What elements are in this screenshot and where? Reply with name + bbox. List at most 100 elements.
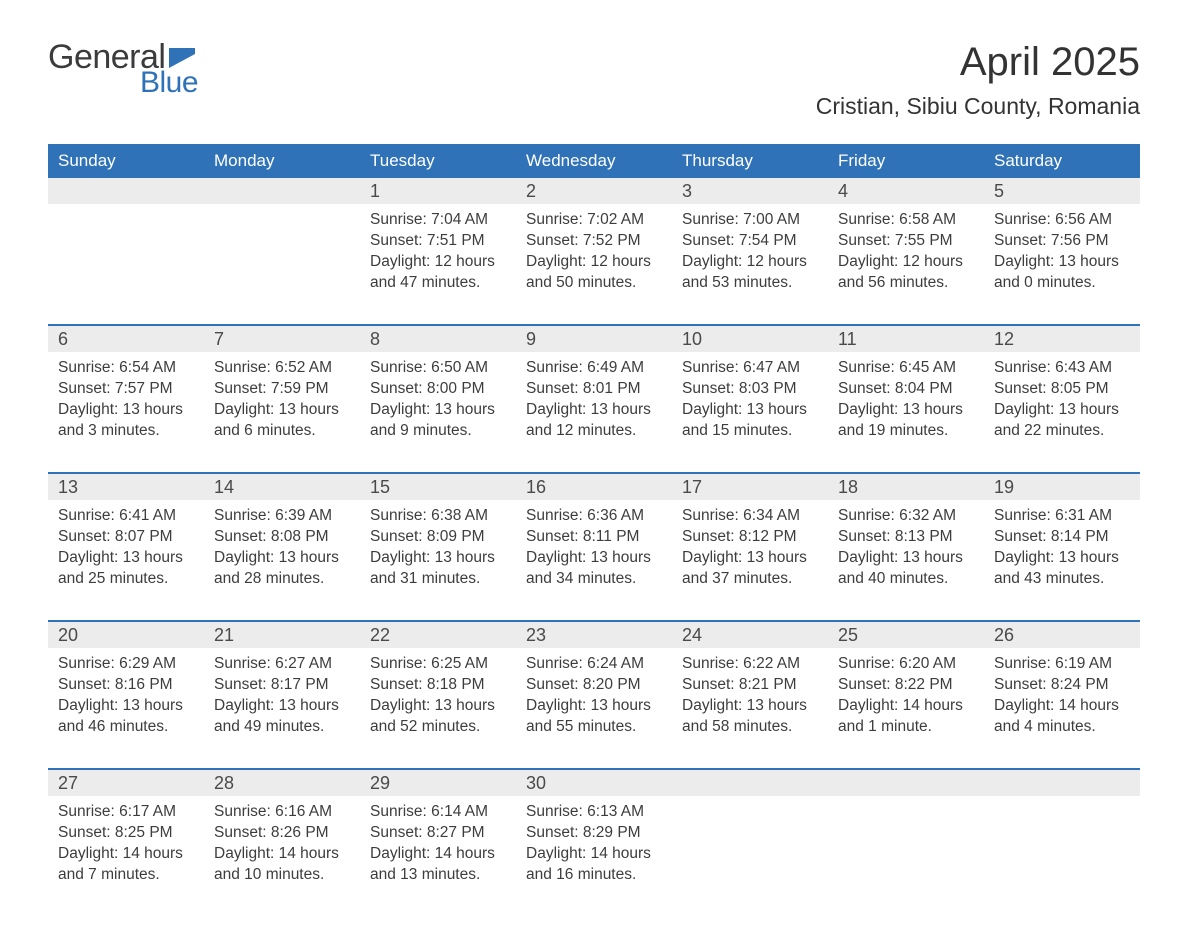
daynum-row: 6789101112 <box>48 326 1140 352</box>
day-number: 20 <box>48 622 204 648</box>
day-number: 12 <box>984 326 1140 352</box>
sunset-text: Sunset: 8:08 PM <box>214 527 350 548</box>
sunrise-text: Sunrise: 6:17 AM <box>58 802 194 823</box>
day-cell <box>672 796 828 908</box>
day-number <box>984 770 1140 796</box>
daylight-text: Daylight: 13 hours and 31 minutes. <box>370 548 506 590</box>
weekday-label: Monday <box>204 144 360 178</box>
sunset-text: Sunset: 8:00 PM <box>370 379 506 400</box>
sunrise-text: Sunrise: 6:41 AM <box>58 506 194 527</box>
sunrise-text: Sunrise: 6:39 AM <box>214 506 350 527</box>
weekday-label: Wednesday <box>516 144 672 178</box>
sunrise-text: Sunrise: 6:20 AM <box>838 654 974 675</box>
day-number: 15 <box>360 474 516 500</box>
day-cell <box>48 204 204 316</box>
day-cell: Sunrise: 6:25 AMSunset: 8:18 PMDaylight:… <box>360 648 516 760</box>
day-number: 17 <box>672 474 828 500</box>
day-cell: Sunrise: 6:13 AMSunset: 8:29 PMDaylight:… <box>516 796 672 908</box>
daylight-text: Daylight: 13 hours and 37 minutes. <box>682 548 818 590</box>
content-row: Sunrise: 6:17 AMSunset: 8:25 PMDaylight:… <box>48 796 1140 908</box>
day-cell: Sunrise: 6:41 AMSunset: 8:07 PMDaylight:… <box>48 500 204 612</box>
daylight-text: Daylight: 13 hours and 9 minutes. <box>370 400 506 442</box>
day-number: 10 <box>672 326 828 352</box>
daylight-text: Daylight: 13 hours and 28 minutes. <box>214 548 350 590</box>
sunset-text: Sunset: 8:17 PM <box>214 675 350 696</box>
day-cell: Sunrise: 6:39 AMSunset: 8:08 PMDaylight:… <box>204 500 360 612</box>
day-cell: Sunrise: 6:38 AMSunset: 8:09 PMDaylight:… <box>360 500 516 612</box>
day-number <box>828 770 984 796</box>
day-number: 18 <box>828 474 984 500</box>
daylight-text: Daylight: 12 hours and 56 minutes. <box>838 252 974 294</box>
sunrise-text: Sunrise: 6:31 AM <box>994 506 1130 527</box>
sunrise-text: Sunrise: 6:27 AM <box>214 654 350 675</box>
day-cell: Sunrise: 6:31 AMSunset: 8:14 PMDaylight:… <box>984 500 1140 612</box>
daynum-row: 20212223242526 <box>48 622 1140 648</box>
day-number: 21 <box>204 622 360 648</box>
page-header: General Blue April 2025 Cristian, Sibiu … <box>48 40 1140 120</box>
sunrise-text: Sunrise: 7:04 AM <box>370 210 506 231</box>
sunrise-text: Sunrise: 7:02 AM <box>526 210 662 231</box>
sunrise-text: Sunrise: 6:50 AM <box>370 358 506 379</box>
day-cell <box>204 204 360 316</box>
sunrise-text: Sunrise: 6:47 AM <box>682 358 818 379</box>
sunrise-text: Sunrise: 6:25 AM <box>370 654 506 675</box>
day-number: 16 <box>516 474 672 500</box>
day-cell: Sunrise: 6:56 AMSunset: 7:56 PMDaylight:… <box>984 204 1140 316</box>
sunset-text: Sunset: 8:20 PM <box>526 675 662 696</box>
sunrise-text: Sunrise: 6:13 AM <box>526 802 662 823</box>
day-number: 23 <box>516 622 672 648</box>
sunset-text: Sunset: 8:14 PM <box>994 527 1130 548</box>
location-subtitle: Cristian, Sibiu County, Romania <box>816 93 1140 120</box>
week: 13141516171819Sunrise: 6:41 AMSunset: 8:… <box>48 474 1140 612</box>
daylight-text: Daylight: 13 hours and 34 minutes. <box>526 548 662 590</box>
daylight-text: Daylight: 14 hours and 13 minutes. <box>370 844 506 886</box>
calendar: SundayMondayTuesdayWednesdayThursdayFrid… <box>48 144 1140 908</box>
daylight-text: Daylight: 13 hours and 58 minutes. <box>682 696 818 738</box>
sunrise-text: Sunrise: 6:49 AM <box>526 358 662 379</box>
content-row: Sunrise: 6:41 AMSunset: 8:07 PM Daylight:… <box>48 500 1140 612</box>
content-row: Sunrise: 6:54 AMSunset: 7:57 PMDaylight:… <box>48 352 1140 464</box>
day-number <box>672 770 828 796</box>
week: 20212223242526Sunrise: 6:29 AMSunset: 8:… <box>48 622 1140 760</box>
day-cell: Sunrise: 6:54 AMSunset: 7:57 PMDaylight:… <box>48 352 204 464</box>
sunrise-text: Sunrise: 6:38 AM <box>370 506 506 527</box>
day-cell: Sunrise: 6:36 AMSunset: 8:11 PMDaylight:… <box>516 500 672 612</box>
week: 12345Sunrise: 7:04 AMSunset: 7:51 PMDayl… <box>48 178 1140 316</box>
sunrise-text: Sunrise: 6:34 AM <box>682 506 818 527</box>
day-number: 27 <box>48 770 204 796</box>
content-row: Sunrise: 7:04 AMSunset: 7:51 PMDaylight:… <box>48 204 1140 316</box>
daylight-text: Daylight: 12 hours and 50 minutes. <box>526 252 662 294</box>
day-cell: Sunrise: 6:47 AMSunset: 8:03 PMDaylight:… <box>672 352 828 464</box>
sunset-text: Sunset: 8:07 PM <box>58 527 194 548</box>
weekday-label: Saturday <box>984 144 1140 178</box>
sunrise-text: Sunrise: 6:36 AM <box>526 506 662 527</box>
daylight-text: Daylight: 13 hours and 3 minutes. <box>58 400 194 442</box>
daylight-text: Daylight: 14 hours and 4 minutes. <box>994 696 1130 738</box>
day-cell: Sunrise: 6:45 AMSunset: 8:04 PMDaylight:… <box>828 352 984 464</box>
sunrise-text: Sunrise: 6:22 AM <box>682 654 818 675</box>
month-title: April 2025 <box>816 40 1140 85</box>
sunset-text: Sunset: 7:52 PM <box>526 231 662 252</box>
day-cell: Sunrise: 6:49 AMSunset: 8:01 PMDaylight:… <box>516 352 672 464</box>
day-number: 6 <box>48 326 204 352</box>
day-number: 28 <box>204 770 360 796</box>
day-cell: Sunrise: 6:24 AMSunset: 8:20 PMDaylight:… <box>516 648 672 760</box>
sunset-text: Sunset: 8:16 PM <box>58 675 194 696</box>
sunrise-text: Sunrise: 6:58 AM <box>838 210 974 231</box>
sunset-text: Sunset: 8:26 PM <box>214 823 350 844</box>
day-number: 22 <box>360 622 516 648</box>
daylight-text: Daylight: 13 hours and 22 minutes. <box>994 400 1130 442</box>
day-number: 30 <box>516 770 672 796</box>
sunset-text: Sunset: 8:22 PM <box>838 675 974 696</box>
daylight-text: Daylight: 13 hours and 12 minutes. <box>526 400 662 442</box>
day-number: 8 <box>360 326 516 352</box>
day-cell: Sunrise: 6:34 AMSunset: 8:12 PMDaylight:… <box>672 500 828 612</box>
day-number: 4 <box>828 178 984 204</box>
day-number: 24 <box>672 622 828 648</box>
daylight-text: Daylight: 13 hours and 6 minutes. <box>214 400 350 442</box>
flag-icon <box>169 48 195 68</box>
day-number: 5 <box>984 178 1140 204</box>
day-cell: Sunrise: 6:17 AMSunset: 8:25 PMDaylight:… <box>48 796 204 908</box>
sunrise-text: Sunrise: 7:00 AM <box>682 210 818 231</box>
sunrise-text: Sunrise: 6:43 AM <box>994 358 1130 379</box>
